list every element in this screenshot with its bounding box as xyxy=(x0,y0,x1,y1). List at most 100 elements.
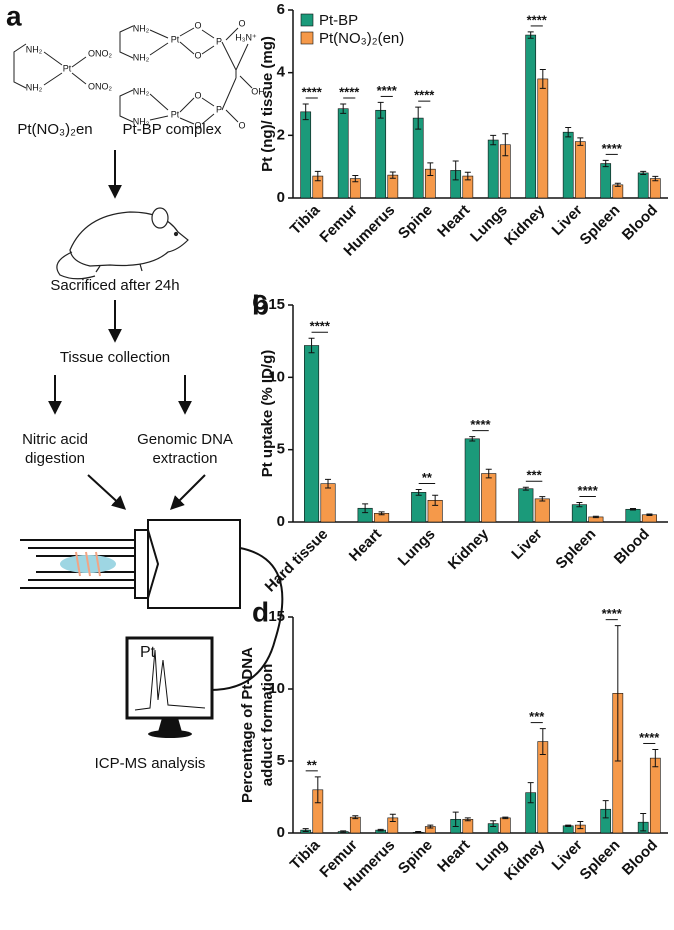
y-axis-label: adduct formation xyxy=(259,664,276,787)
significance-label: **** xyxy=(339,84,360,99)
significance-label: **** xyxy=(639,730,660,745)
error-bar xyxy=(325,478,332,489)
x-tick-label: Spleen xyxy=(577,837,624,884)
atom: NH₂ xyxy=(26,82,43,92)
mouse xyxy=(56,207,189,280)
significance-label: **** xyxy=(602,606,623,621)
error-bar xyxy=(340,830,347,833)
error-bar xyxy=(377,828,384,832)
x-tick-label: Blood xyxy=(619,202,661,244)
error-bar xyxy=(490,134,497,146)
bar xyxy=(534,498,550,523)
significance-label: **** xyxy=(578,483,599,498)
error-bar xyxy=(340,103,347,114)
bar xyxy=(649,757,661,834)
atom: O xyxy=(194,120,201,130)
error-bar xyxy=(389,171,396,179)
bar xyxy=(637,172,649,199)
significance-label: ** xyxy=(307,757,318,772)
x-tick-label: Heart xyxy=(434,837,473,876)
bar xyxy=(320,483,336,523)
y-tick-label: 4 xyxy=(277,64,286,81)
atom: O xyxy=(238,120,245,130)
bar xyxy=(481,473,497,523)
x-tick-label: Blood xyxy=(619,837,661,879)
legend-swatch xyxy=(300,13,314,27)
significance-label: *** xyxy=(526,468,542,483)
error-bar xyxy=(576,501,583,508)
chart: bPt (ng)/ tissue (mg)0246Tibia****Femur*… xyxy=(252,1,668,320)
bar xyxy=(412,117,424,199)
error-bar xyxy=(527,782,534,804)
bar xyxy=(649,178,661,199)
step-label: Tissue collection xyxy=(60,349,170,366)
error-bar xyxy=(485,468,492,479)
bar xyxy=(600,163,612,199)
bar xyxy=(518,488,534,523)
atom: ONO₂ xyxy=(88,48,113,58)
x-tick-label: Heart xyxy=(346,526,385,565)
bar xyxy=(337,108,349,199)
error-bar xyxy=(302,828,309,833)
panel-a: a NH₂ NH₂ Pt ONO₂ ONO₂ Pt(NO₃)₂en NH₂ NH… xyxy=(6,0,284,772)
y-tick-label: 6 xyxy=(277,1,285,18)
y-tick-label: 2 xyxy=(277,126,285,143)
bar xyxy=(349,816,361,834)
error-bar xyxy=(362,503,369,514)
atom: NH₂ xyxy=(133,86,150,96)
step-label: ICP-MS analysis xyxy=(95,755,206,772)
x-tick-label: Hard tissue xyxy=(262,526,332,596)
error-bar xyxy=(602,159,609,168)
significance-label: **** xyxy=(527,12,548,27)
x-tick-label: Spine xyxy=(395,837,436,878)
panel-label: d xyxy=(252,596,269,627)
significance-label: **** xyxy=(310,319,331,334)
x-tick-label: Blood xyxy=(611,526,653,568)
x-tick-label: Lungs xyxy=(395,526,439,570)
panel-label: a xyxy=(6,0,22,31)
panel-label: c xyxy=(252,284,268,315)
bar xyxy=(625,508,641,523)
atom: Pt xyxy=(171,34,180,44)
error-bar xyxy=(377,101,384,119)
error-bar xyxy=(308,337,315,354)
significance-label: **** xyxy=(302,84,323,99)
y-axis-label: Pt uptake (% ID/g) xyxy=(259,350,276,478)
legend-label: Pt-BP xyxy=(319,12,358,29)
error-bar xyxy=(314,776,321,804)
instrument xyxy=(20,519,284,691)
atom: NH₂ xyxy=(133,23,150,33)
significance-label: **** xyxy=(377,83,398,98)
monitor-label: Pt xyxy=(140,644,156,661)
x-tick-label: Liver xyxy=(508,526,545,563)
atom: NH₂ xyxy=(133,52,150,62)
error-bar xyxy=(352,174,359,183)
y-axis-label: Pt (ng)/ tissue (mg) xyxy=(259,36,276,172)
error-bar xyxy=(602,800,609,819)
error-bar xyxy=(452,160,459,181)
error-bar xyxy=(640,170,647,175)
x-tick-label: Spleen xyxy=(577,202,624,249)
x-tick-label: Kidney xyxy=(501,836,549,884)
atom: OH xyxy=(251,86,265,96)
branch-label: Nitric acid xyxy=(22,431,88,448)
y-tick-label: 5 xyxy=(277,752,285,769)
error-bar xyxy=(415,488,422,496)
atom: Pt xyxy=(171,109,180,119)
bar xyxy=(375,109,387,199)
bar xyxy=(525,34,537,199)
error-bar xyxy=(415,831,422,834)
bar xyxy=(574,141,586,199)
error-bar xyxy=(592,515,599,519)
y-tick-label: 0 xyxy=(277,824,285,841)
y-axis-label: Percentage of Pt-DNA xyxy=(239,647,256,803)
legend-label: Pt(NO₃)₂(en) xyxy=(319,30,404,47)
error-bar xyxy=(539,728,546,756)
error-bar xyxy=(314,170,321,182)
error-bar xyxy=(378,511,385,516)
left-structure xyxy=(13,43,87,89)
error-bar xyxy=(502,133,509,157)
error-bar xyxy=(652,175,659,182)
